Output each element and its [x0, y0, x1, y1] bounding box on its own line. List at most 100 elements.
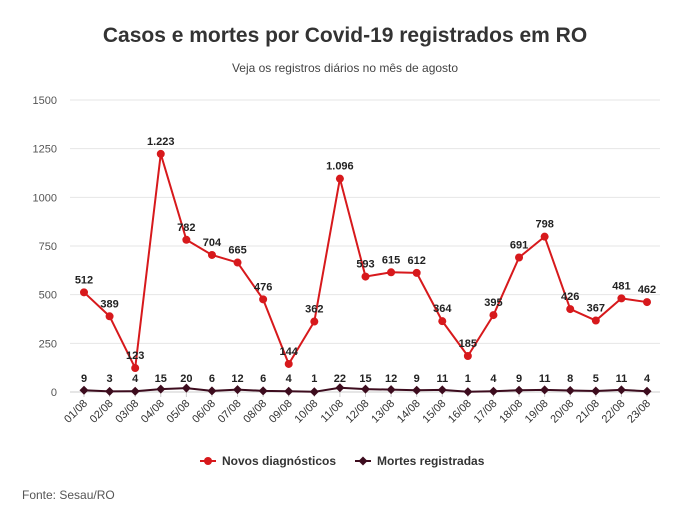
data-label: 9 — [414, 373, 420, 385]
data-label: 11 — [436, 373, 448, 385]
data-label: 15 — [155, 373, 167, 385]
data-point[interactable] — [284, 359, 293, 368]
data-label: 144 — [280, 346, 299, 358]
data-point[interactable] — [105, 386, 115, 396]
data-point[interactable] — [335, 383, 345, 393]
data-label: 9 — [516, 373, 522, 385]
source-note: Fonte: Sesau/RO — [22, 488, 115, 502]
data-point[interactable] — [130, 386, 140, 396]
data-point[interactable] — [361, 384, 370, 394]
data-point[interactable] — [642, 386, 652, 396]
data-point[interactable] — [540, 232, 549, 241]
legend[interactable]: Novos diagnósticos Mortes registradas — [200, 454, 485, 468]
legend-item-mortes-registradas[interactable]: Mortes registradas — [355, 454, 485, 468]
x-tick-label: 13/08 — [369, 398, 397, 426]
data-point[interactable] — [182, 235, 191, 244]
data-label: 704 — [203, 237, 222, 249]
data-label: 798 — [535, 219, 553, 231]
x-tick-label: 21/08 — [574, 398, 602, 426]
data-point[interactable] — [310, 317, 319, 326]
data-label: 512 — [75, 274, 93, 286]
legend-label: Mortes registradas — [377, 454, 485, 468]
data-label: 11 — [539, 373, 551, 385]
data-point[interactable] — [258, 386, 268, 396]
y-tick-label: 1000 — [33, 192, 57, 204]
data-point[interactable] — [643, 298, 651, 307]
data-point[interactable] — [284, 386, 294, 396]
x-tick-label: 08/08 — [241, 398, 269, 426]
data-point[interactable] — [591, 316, 600, 325]
data-label: 22 — [334, 373, 346, 385]
x-tick-label: 01/08 — [62, 398, 90, 426]
data-point[interactable] — [233, 385, 243, 395]
chart-title: Casos e mortes por Covid-19 registrados … — [102, 24, 588, 47]
data-point[interactable] — [79, 385, 89, 395]
data-point[interactable] — [105, 312, 114, 321]
legend-item-novos-diagnosticos[interactable]: Novos diagnósticos — [200, 454, 336, 468]
data-label: 389 — [100, 298, 118, 310]
data-point[interactable] — [616, 385, 626, 395]
x-tick-label: 09/08 — [267, 398, 295, 426]
data-point[interactable] — [514, 385, 524, 395]
x-tick-label: 03/08 — [113, 398, 141, 426]
x-tick-label: 06/08 — [190, 398, 218, 426]
data-point[interactable] — [566, 305, 575, 314]
data-label: 15 — [359, 373, 371, 385]
data-point[interactable] — [489, 311, 498, 320]
data-label: 481 — [612, 280, 630, 292]
data-label: 395 — [484, 297, 502, 309]
data-point[interactable] — [617, 294, 626, 303]
series-mortes-registradas — [79, 383, 652, 397]
data-point[interactable] — [515, 253, 524, 262]
y-tick-label: 1250 — [33, 144, 57, 156]
data-label: 665 — [228, 245, 246, 257]
data-point[interactable] — [233, 258, 242, 267]
data-point[interactable] — [387, 268, 396, 277]
data-label: 4 — [644, 373, 651, 385]
data-point[interactable] — [335, 174, 344, 183]
data-point[interactable] — [463, 351, 472, 360]
data-label: 4 — [286, 373, 293, 385]
data-point[interactable] — [437, 385, 447, 395]
data-label: 615 — [382, 254, 400, 266]
series-novos-diagnosticos — [80, 149, 651, 373]
data-label: 782 — [177, 222, 195, 234]
data-point[interactable] — [591, 386, 601, 396]
chart-subtitle: Veja os registros diários no mês de agos… — [231, 61, 459, 75]
series-layer — [79, 149, 652, 397]
data-point[interactable] — [540, 385, 550, 395]
y-axis-ticks: 0 250 500 750 1000 1250 1500 — [33, 95, 57, 399]
data-point[interactable] — [207, 250, 216, 259]
x-tick-label: 14/08 — [395, 398, 423, 426]
data-label: 1 — [465, 373, 471, 385]
data-point[interactable] — [565, 385, 575, 395]
data-point[interactable] — [259, 295, 268, 304]
data-point[interactable] — [156, 384, 166, 394]
data-point[interactable] — [156, 149, 165, 158]
data-point[interactable] — [207, 386, 217, 396]
data-label: 123 — [126, 350, 144, 362]
y-tick-label: 1500 — [33, 95, 57, 107]
data-point[interactable] — [412, 385, 422, 395]
data-label: 6 — [209, 373, 215, 385]
data-point[interactable] — [361, 272, 370, 281]
legend-marker — [358, 456, 368, 466]
data-point[interactable] — [309, 387, 319, 397]
legend-marker — [204, 457, 212, 465]
x-tick-label: 20/08 — [548, 398, 576, 426]
data-label: 3 — [107, 373, 113, 385]
x-tick-label: 23/08 — [625, 398, 653, 426]
data-point[interactable] — [131, 364, 140, 373]
data-point[interactable] — [488, 386, 498, 396]
data-point[interactable] — [80, 288, 88, 297]
y-tick-label: 0 — [51, 387, 57, 399]
data-point[interactable] — [463, 387, 473, 397]
data-point[interactable] — [386, 385, 396, 395]
data-point[interactable] — [412, 268, 421, 277]
data-point[interactable] — [438, 317, 447, 326]
x-tick-label: 11/08 — [319, 398, 346, 425]
data-point[interactable] — [181, 383, 191, 393]
x-tick-label: 12/08 — [344, 398, 372, 426]
x-tick-label: 18/08 — [497, 398, 525, 426]
x-axis-ticks: 01/0802/0803/0804/0805/0806/0807/0808/08… — [62, 392, 653, 426]
